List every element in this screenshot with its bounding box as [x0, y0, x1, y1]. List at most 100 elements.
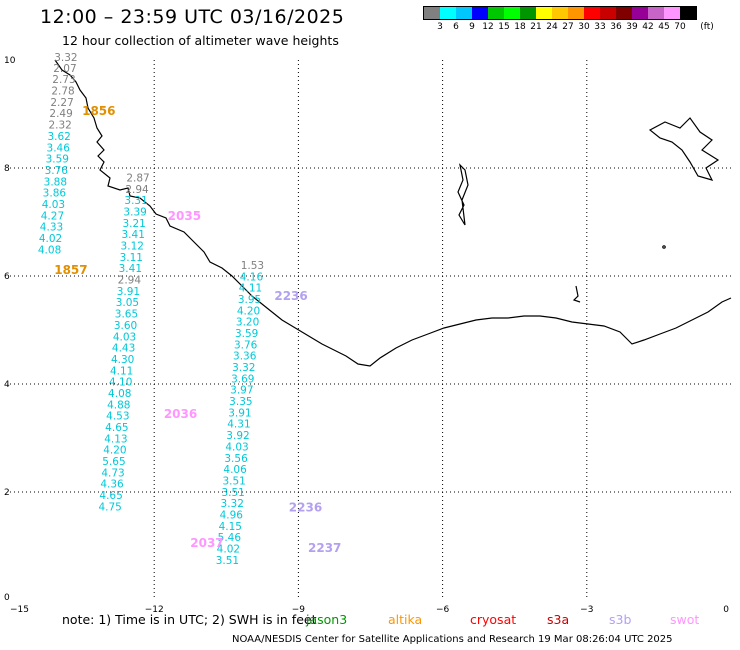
legend-labels: 3 6 9 12 15 18 21 24 27 30 33 36 39 42 45 70 (ft): [423, 22, 714, 36]
coast-detail: [662, 245, 666, 249]
wave-height-label: 3.05: [116, 297, 139, 309]
legend-swatch: [584, 7, 600, 19]
legend-tick-label: 9: [469, 22, 475, 32]
pass-time-label: 1857: [54, 263, 87, 277]
x-tick-label: −6: [436, 605, 450, 615]
legend-swatch: [424, 7, 440, 19]
wave-height-label: 4.03: [113, 331, 136, 343]
wave-height-label: 4.02: [217, 543, 240, 555]
wave-height-label: 3.56: [224, 453, 248, 465]
wave-height-label: 4.10: [109, 377, 132, 389]
wave-height-label: 3.41: [122, 229, 145, 241]
map-subtitle: 12 hour collection of altimeter wave hei…: [62, 33, 339, 48]
wave-height-label: 3.59: [46, 154, 69, 166]
wave-height-label: 3.39: [123, 207, 146, 219]
wave-height-label: 4.73: [101, 467, 124, 479]
credit-line: NOAA/NESDIS Center for Satellite Applica…: [232, 634, 673, 645]
wave-height-label: 3.92: [226, 430, 249, 442]
wave-height-label: 5.65: [102, 456, 125, 468]
legend-tick-label: 39: [626, 22, 638, 32]
wave-height-label: 3.69: [231, 373, 254, 385]
legend-tick-label: 33: [594, 22, 606, 32]
wave-height-label: 3.12: [121, 241, 144, 253]
legend-swatch: [504, 7, 520, 19]
wave-height-label: 3.91: [117, 286, 140, 298]
pass-time-label: 2036: [164, 407, 197, 421]
legend-tick-label: 27: [562, 22, 574, 32]
legend-swatch: [552, 7, 568, 19]
wave-height-label: 3.59: [235, 328, 258, 340]
y-tick-label: 2: [4, 488, 10, 498]
wave-height-label: 4.27: [41, 210, 64, 222]
legend-swatch: [488, 7, 504, 19]
coastline: [54, 59, 732, 367]
wave-height-label: 2.27: [50, 97, 73, 109]
wave-height-label: 2.94: [125, 184, 149, 196]
legend-tick-label: 3: [437, 22, 443, 32]
wave-height-label: 3.36: [233, 351, 257, 363]
wave-height-label: 3.51: [221, 487, 244, 499]
wave-height-label: 4.31: [227, 419, 250, 431]
track-2: 2.872.943.313.393.213.413.123.113.412.94…: [98, 173, 149, 514]
legend-tick-label: 70: [674, 22, 686, 32]
legend-tick-label: 30: [578, 22, 590, 32]
wave-height-label: 3.97: [230, 385, 253, 397]
wave-height-label: 4.30: [111, 354, 134, 366]
legend-swatch: [472, 7, 488, 19]
wave-height-label: 4.65: [99, 490, 122, 502]
y-tick-label: 10: [4, 56, 16, 66]
legend-tick-label: 36: [610, 22, 622, 32]
wave-height-label: 3.88: [44, 176, 67, 188]
wave-height-label: 3.32: [54, 52, 77, 64]
satellite-legend-item: s3a: [547, 612, 570, 627]
wave-height-label: 3.11: [120, 252, 143, 264]
wave-height-label: 3.20: [236, 317, 259, 329]
y-tick-label: 4: [4, 380, 10, 390]
color-legend: 3 6 9 12 15 18 21 24 27 30 33 36 39 42 45 70 (ft): [423, 6, 714, 36]
legend-swatch: [648, 7, 664, 19]
wave-height-label: 4.03: [225, 441, 248, 453]
legend-swatch: [632, 7, 648, 19]
legend-swatch: [616, 7, 632, 19]
pass-time-label: 2035: [168, 209, 201, 223]
wave-height-label: 3.65: [115, 309, 138, 321]
satellite-legend-item: s3b: [609, 612, 632, 627]
wave-height-label: 2.49: [49, 108, 72, 120]
satellite-legend-item: altika: [388, 612, 423, 627]
legend-tick-label: 24: [546, 22, 558, 32]
satellite-legend-item: jason3: [306, 612, 348, 627]
wave-height-label: 4.15: [219, 521, 242, 533]
wave-height-label: 3.51: [216, 555, 239, 567]
wave-height-label: 3.51: [222, 475, 245, 487]
wave-height-label: 4.08: [108, 388, 131, 400]
footnote: note: 1) Time is in UTC; 2) SWH is in fe…: [62, 612, 317, 627]
wave-height-label: 4.36: [100, 479, 124, 491]
legend-swatch: [600, 7, 616, 19]
wave-height-label: 2.94: [118, 275, 142, 287]
wave-height-label: 4.03: [42, 199, 65, 211]
wave-height-label: 4.13: [104, 433, 127, 445]
legend-tick-label: 15: [498, 22, 510, 32]
pass-time-label: 2236: [274, 289, 307, 303]
wave-height-label: 2.87: [126, 173, 149, 185]
coast-detail: [572, 285, 581, 303]
y-tick-label: 8: [4, 164, 10, 174]
wave-height-label: 4.16: [240, 271, 264, 283]
track-3: 1.534.164.113.954.203.203.593.763.363.32…: [216, 260, 264, 567]
legend-swatch: [680, 7, 696, 19]
wave-height-label: 4.02: [39, 233, 62, 245]
track-1: 3.322.072.732.782.272.492.323.623.463.59…: [38, 52, 78, 256]
wave-height-label: 3.41: [119, 263, 142, 275]
wave-height-label: 4.53: [106, 411, 129, 423]
wave-height-label: 3.76: [45, 165, 69, 177]
pass-time-label: 1856: [82, 104, 115, 118]
island-shape: [648, 117, 720, 181]
wave-height-label: 2.78: [51, 86, 74, 98]
legend-swatch: [440, 7, 456, 19]
wave-height-label: 3.46: [47, 142, 71, 154]
pass-time-label: 2037: [190, 536, 223, 550]
legend-swatch: [520, 7, 536, 19]
wave-height-label: 4.20: [237, 305, 260, 317]
wave-height-label: 4.06: [223, 464, 247, 476]
